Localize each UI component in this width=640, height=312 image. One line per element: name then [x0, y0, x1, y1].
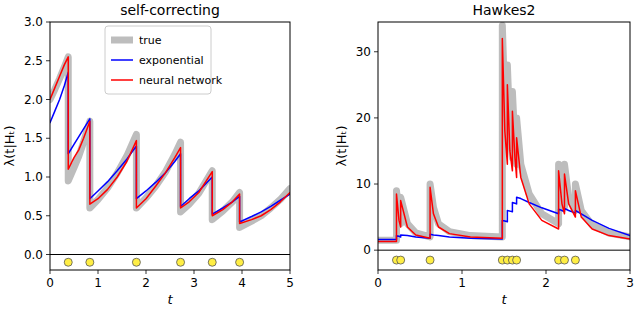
legend-swatch — [111, 79, 133, 81]
x-tick — [242, 270, 243, 274]
y-tick-label: 20 — [356, 111, 371, 125]
event-marker — [426, 256, 434, 264]
legend: true exponential neural network — [105, 26, 223, 94]
x-tick-label: 3 — [626, 276, 634, 290]
event-marker — [571, 256, 579, 264]
y-tick — [374, 51, 378, 52]
series-line — [378, 25, 630, 240]
y-tick-label: 1.5 — [24, 131, 43, 145]
event-marker — [513, 256, 521, 264]
x-tick-label: 0 — [46, 276, 54, 290]
series-line — [378, 197, 630, 239]
x-axis-label: t — [167, 292, 173, 307]
event-marker — [397, 256, 405, 264]
series-line — [50, 57, 290, 228]
y-tick-label: 2.0 — [24, 93, 43, 107]
panel: self-correcting 0 1 2 3 4 5 0.0 0.5 1.0 1.5 2.0 2.5 3… — [2, 2, 294, 307]
y-tick — [46, 177, 50, 178]
x-tick-label: 2 — [142, 276, 150, 290]
event-marker — [208, 258, 216, 266]
y-tick-label: 0.0 — [24, 248, 43, 262]
series-line — [50, 57, 290, 224]
title: self-correcting — [120, 2, 220, 18]
x-axis-label: t — [501, 292, 507, 307]
y-tick — [374, 250, 378, 251]
event-marker — [86, 258, 94, 266]
y-tick-label: 0.5 — [24, 209, 43, 223]
y-axis-label: λ(t|Hₜ) — [2, 126, 17, 167]
series-line — [378, 39, 630, 242]
event-marker — [64, 258, 72, 266]
y-tick — [46, 60, 50, 61]
x-tick — [630, 270, 631, 274]
legend-label: exponential — [139, 54, 204, 67]
x-tick-label: 5 — [286, 276, 294, 290]
y-tick-label: 30 — [356, 45, 371, 59]
x-tick-label: 0 — [374, 276, 382, 290]
x-tick-label: 2 — [542, 276, 550, 290]
legend-label: true — [139, 34, 162, 47]
event-marker — [236, 258, 244, 266]
y-tick — [46, 22, 50, 23]
y-tick — [374, 117, 378, 118]
baseline — [50, 254, 290, 255]
x-tick-label: 4 — [238, 276, 246, 290]
x-tick-label: 3 — [190, 276, 198, 290]
y-tick-label: 3.0 — [24, 15, 43, 29]
x-tick — [290, 270, 291, 274]
y-tick — [46, 99, 50, 100]
x-tick — [98, 270, 99, 274]
x-tick — [146, 270, 147, 274]
x-tick-label: 1 — [94, 276, 102, 290]
y-tick — [46, 215, 50, 216]
y-tick — [374, 184, 378, 185]
x-tick — [462, 270, 463, 274]
x-tick — [194, 270, 195, 274]
x-tick — [378, 270, 379, 274]
plot-frame — [50, 22, 290, 270]
figure: self-correcting 0 1 2 3 4 5 0.0 0.5 1.0 1.5 2.0 2.5 3… — [0, 0, 640, 312]
y-tick — [46, 138, 50, 139]
x-tick — [50, 270, 51, 274]
y-tick — [46, 254, 50, 255]
event-marker — [177, 258, 185, 266]
event-marker — [132, 258, 140, 266]
y-tick-label: 10 — [356, 177, 371, 191]
legend-swatch — [111, 59, 133, 61]
x-tick-label: 1 — [458, 276, 466, 290]
y-axis-label: λ(t|Hₜ) — [334, 126, 349, 167]
baseline — [378, 250, 630, 251]
y-tick-label: 2.5 — [24, 54, 43, 68]
plot-frame — [378, 22, 630, 270]
legend-label: neural network — [139, 74, 223, 87]
event-marker — [560, 256, 568, 264]
plot-area — [378, 25, 630, 264]
panel: Hawkes201230102030tλ(t|Hₜ) — [334, 2, 634, 307]
series-line — [50, 72, 290, 222]
legend-swatch — [111, 37, 133, 44]
y-tick-label: 0 — [363, 243, 371, 257]
x-tick — [546, 270, 547, 274]
y-tick-label: 1.0 — [24, 170, 43, 184]
title: Hawkes2 — [473, 2, 536, 18]
